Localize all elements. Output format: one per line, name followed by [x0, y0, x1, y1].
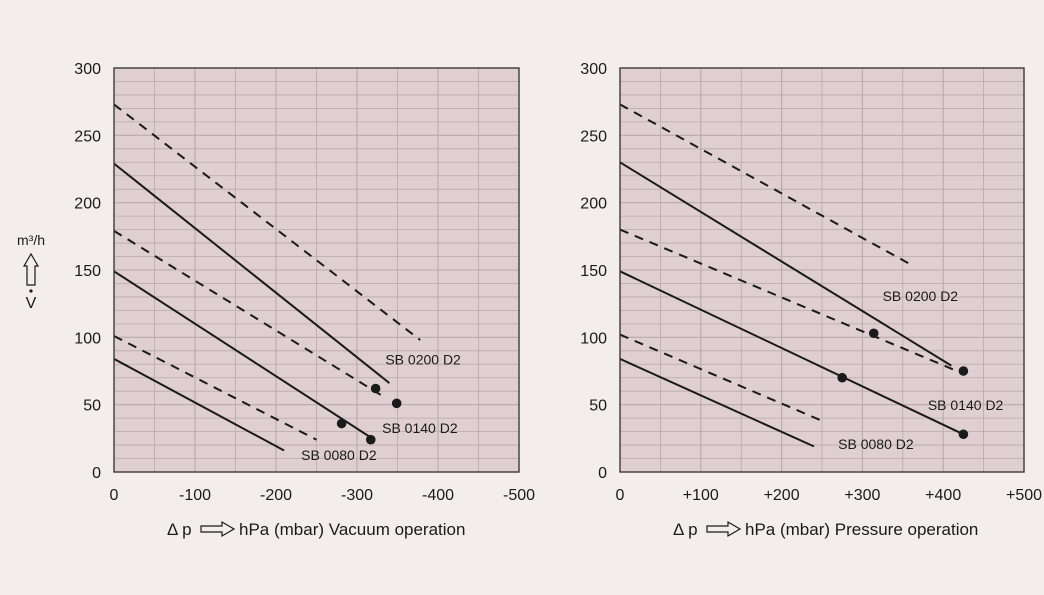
series-line-dashed-5 — [619, 103, 912, 266]
x-tick-label: -100 — [179, 487, 211, 504]
series-line-dashed-5 — [113, 103, 421, 341]
y-tick-label: 150 — [74, 263, 101, 280]
x-axis-title-prefix: Δ p — [167, 520, 192, 539]
series-line-solid-2 — [619, 270, 964, 436]
y-tick-label: 200 — [580, 196, 607, 213]
series-line-solid-2 — [113, 270, 371, 438]
x-tick-label: -300 — [341, 487, 373, 504]
data-point-0 — [868, 328, 879, 339]
x-tick-label: -200 — [260, 487, 292, 504]
data-point-1 — [837, 372, 847, 383]
y-tick-label: 50 — [83, 398, 101, 415]
y-axis-symbol: V — [26, 295, 37, 312]
x-tick-label: +500 — [1006, 487, 1042, 504]
x-axis-title: hPa (mbar) Vacuum operation — [239, 520, 465, 539]
series-annotation-0: SB 0200 D2 — [385, 351, 461, 367]
y-tick-label: 200 — [74, 196, 101, 213]
data-point-2 — [370, 383, 381, 394]
series-annotation-2: SB 0080 D2 — [301, 447, 377, 463]
x-tick-label: 0 — [110, 487, 119, 504]
y-tick-label: 300 — [74, 61, 101, 78]
up-arrow-icon — [22, 252, 40, 286]
series-annotation-2: SB 0080 D2 — [838, 436, 914, 452]
y-tick-label: 150 — [580, 263, 607, 280]
series-line-solid-4 — [113, 162, 391, 384]
data-point-3 — [958, 429, 969, 440]
y-axis-unit-label: m³/h — [17, 232, 45, 248]
series-line-dashed-3 — [113, 230, 382, 397]
y-tick-label: 0 — [598, 465, 607, 482]
series-line-solid-0 — [113, 358, 285, 452]
series-line-dashed-1 — [113, 335, 317, 441]
y-tick-label: 250 — [74, 128, 101, 145]
y-tick-label: 50 — [589, 398, 607, 415]
data-point-2 — [958, 366, 969, 376]
chart-pressure: SB 0200 D2 SB 0140 D2 SB 0080 D2 0 50 100 150 2… — [580, 61, 1042, 539]
y-tick-label: 100 — [74, 330, 101, 347]
x-tick-label: -400 — [422, 487, 454, 504]
x-tick-label: +300 — [844, 487, 880, 504]
chart-vacuum: SB 0200 D2 SB 0140 D2 SB 0080 D2 0 50 100 150 2… — [74, 61, 535, 539]
y-tick-label: 300 — [580, 61, 607, 78]
x-tick-label: -500 — [503, 487, 535, 504]
data-point-0 — [336, 418, 347, 429]
x-axis-title-prefix: Δ p — [673, 520, 698, 539]
series-annotation-0: SB 0200 D2 — [883, 288, 959, 304]
right-arrow-icon — [706, 520, 742, 538]
x-tick-label: +400 — [925, 487, 961, 504]
plot-border — [113, 67, 520, 473]
plot-border — [619, 67, 1025, 473]
y-axis-unit-indicator: m³/h V — [17, 232, 45, 312]
x-tick-label: 0 — [616, 487, 625, 504]
series-line-solid-0 — [619, 357, 815, 448]
x-axis-title: hPa (mbar) Pressure operation — [745, 520, 978, 539]
right-arrow-icon — [200, 520, 236, 538]
flow-dot-icon — [29, 289, 33, 293]
y-tick-label: 100 — [580, 330, 607, 347]
series-line-solid-4 — [619, 161, 952, 367]
y-tick-label: 250 — [580, 128, 607, 145]
series-annotation-1: SB 0140 D2 — [382, 420, 458, 436]
x-tick-label: +100 — [683, 487, 719, 504]
y-tick-label: 0 — [92, 465, 101, 482]
series-annotation-1: SB 0140 D2 — [928, 397, 1004, 413]
data-point-1 — [365, 434, 376, 445]
grid — [620, 68, 1024, 472]
series-line-dashed-1 — [619, 333, 823, 422]
x-tick-label: +200 — [764, 487, 800, 504]
data-point-3 — [391, 398, 402, 409]
series-line-dashed-3 — [619, 228, 964, 375]
